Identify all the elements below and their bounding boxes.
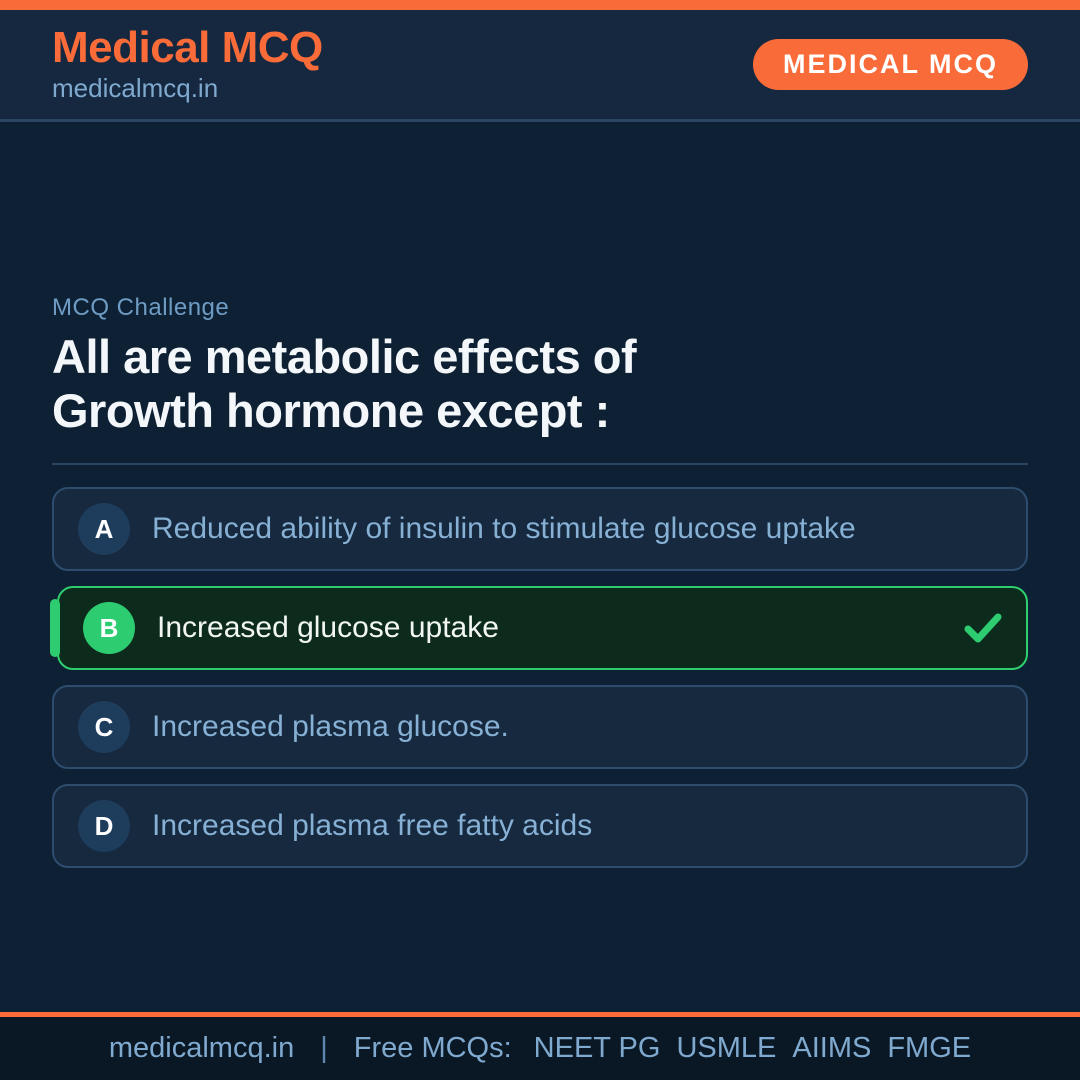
footer-site: medicalmcq.in	[108, 1032, 295, 1064]
question-section: MCQ Challenge All are metabolic effects …	[0, 122, 1080, 1012]
option-letter-badge: C	[78, 701, 130, 754]
option-text: Increased plasma glucose.	[152, 710, 509, 744]
footer-exam: NEET PG	[533, 1032, 661, 1064]
header: Medical MCQ medicalmcq.in MEDICAL MCQ	[0, 10, 1080, 122]
option-letter-badge: B	[83, 602, 135, 655]
option-letter-badge: D	[78, 800, 130, 853]
question-title-line1: All are metabolic effects of	[52, 330, 637, 383]
option-text: Increased plasma free fatty acids	[152, 809, 593, 843]
option-row[interactable]: C Increased plasma glucose.	[52, 685, 1028, 770]
footer-exam: FMGE	[887, 1032, 972, 1064]
option-row[interactable]: D Increased plasma free fatty acids	[52, 784, 1028, 869]
question-divider	[52, 463, 1028, 466]
footer: medicalmcq.in | Free MCQs: NEET PG USMLE A…	[0, 1012, 1080, 1080]
brand: Medical MCQ medicalmcq.in	[52, 22, 323, 104]
option-row[interactable]: A Reduced ability of insulin to stimulat…	[52, 487, 1028, 572]
brand-badge: MEDICAL MCQ	[753, 39, 1028, 90]
option-row[interactable]: B Increased glucose uptake	[50, 586, 1028, 671]
footer-exam: AIIMS	[792, 1032, 872, 1064]
footer-tagline-label: Free MCQs:	[353, 1032, 512, 1064]
option-text: Increased glucose uptake	[157, 611, 499, 645]
footer-bar: medicalmcq.in | Free MCQs: NEET PG USMLE A…	[0, 1017, 1080, 1080]
option-text: Reduced ability of insulin to stimulate …	[152, 512, 856, 546]
options-list: A Reduced ability of insulin to stimulat…	[50, 487, 1028, 869]
footer-separator: |	[320, 1032, 328, 1064]
question-eyebrow: MCQ Challenge	[52, 294, 230, 321]
option-letter-badge: A	[78, 503, 130, 556]
brand-title: Medical MCQ	[52, 22, 323, 72]
question-title-line2: Growth hormone except :	[52, 383, 610, 437]
checkmark-icon	[964, 613, 1002, 643]
footer-accent-line	[0, 1012, 1080, 1017]
question-title: All are metabolic effects of Growth hormo…	[52, 330, 1028, 437]
brand-subtitle: medicalmcq.in	[52, 73, 219, 104]
footer-exam: USMLE	[676, 1032, 777, 1064]
footer-exams: NEET PG USMLE AIIMS FMGE	[518, 1032, 971, 1065]
top-accent-bar	[0, 0, 1080, 10]
